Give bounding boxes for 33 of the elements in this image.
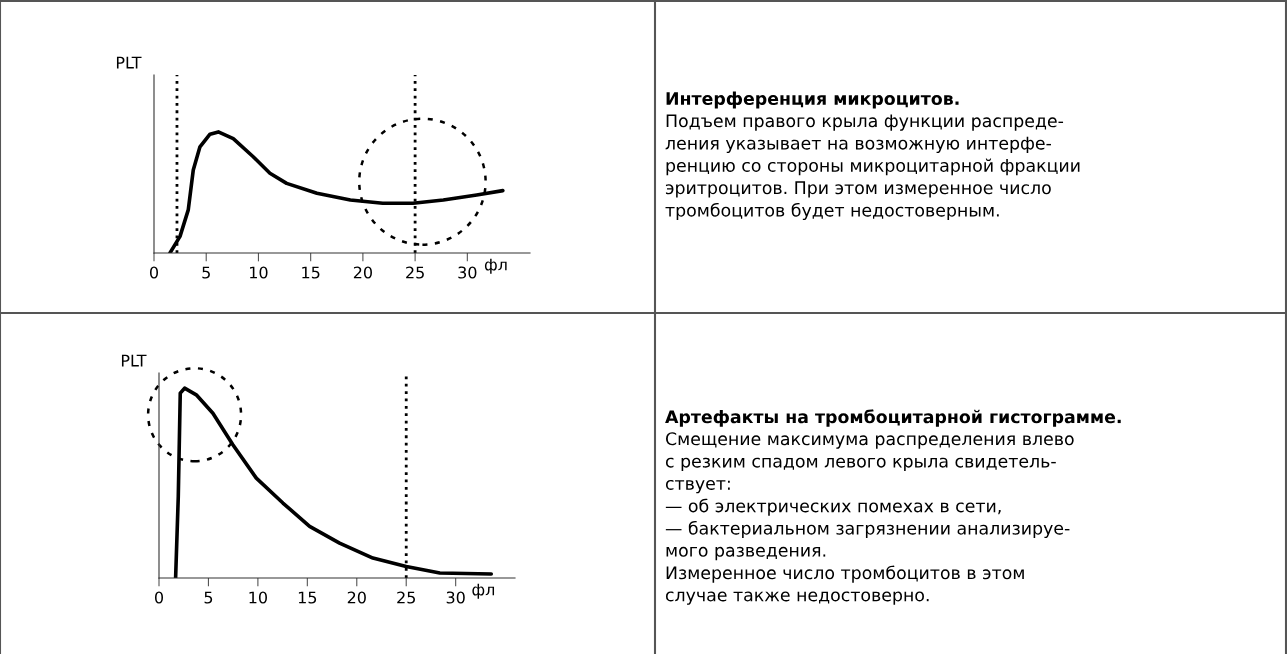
text: Смещение максимума распределения влево: [665, 432, 1074, 449]
y-axis-title: PLT: [121, 354, 147, 367]
text: — бактериальном загрязнении анализируе-: [665, 520, 1070, 539]
text: Подъем правого крыла функции распреде-: [666, 114, 1064, 131]
x-tick-label: 0: [149, 266, 159, 279]
x-tick-label: 10: [250, 266, 268, 279]
text: случае также недостоверно.: [665, 591, 929, 605]
text: — об электрических помехах в сети,: [665, 498, 1001, 516]
text: ренцию со стороны микроцитарной фракции: [666, 158, 1080, 176]
x-tick-label: 15: [302, 266, 320, 279]
text: Интерференция микроцитов.: [666, 91, 959, 109]
x-tick-label: 25: [397, 591, 415, 604]
text: мого разведения.: [666, 546, 826, 561]
text: с резким спадом левого крыла свидетель-: [665, 457, 1056, 471]
x-tick-label: 30: [446, 591, 465, 604]
text: ления указывает на возможную интерфе-: [665, 136, 1051, 153]
text: Измеренное число тромбоцитов в этом: [666, 565, 1024, 583]
text: тромбоцитов будет недостоверным.: [665, 202, 999, 221]
x-tick-label: 15: [298, 591, 317, 604]
y-axis-title: PLT: [116, 56, 142, 69]
x-axis-title: фл: [472, 583, 495, 599]
text: эритроцитов. При этом измеренное число: [665, 181, 1051, 198]
x-tick-label: 30: [458, 266, 477, 279]
x-tick-label: 0: [154, 591, 164, 604]
text: ствует:: [665, 479, 730, 494]
text: Артефакты на тромбоцитарной гистограмме.: [665, 409, 1121, 427]
x-tick-label: 5: [204, 591, 213, 604]
x-axis-title: фл: [484, 258, 507, 274]
x-tick-label: 10: [249, 591, 267, 604]
x-tick-label: 20: [347, 591, 366, 604]
x-tick-label: 20: [353, 266, 372, 279]
x-tick-label: 25: [406, 266, 424, 279]
x-tick-label: 5: [202, 266, 210, 279]
